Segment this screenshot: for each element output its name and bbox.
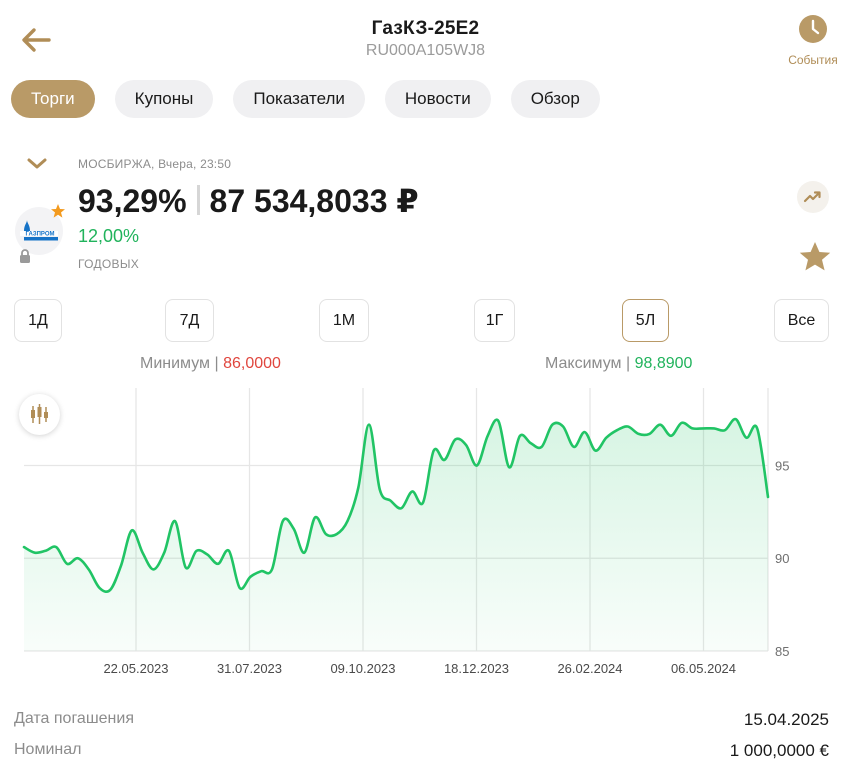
y-tick-label: 85 [775, 644, 789, 659]
y-tick-label: 90 [775, 551, 789, 566]
maximum-stat: Максимум | 98,8900 [545, 355, 693, 372]
maturity-row: Дата погашения 15.04.2025 [0, 710, 851, 740]
maturity-value: 15.04.2025 [743, 710, 829, 729]
arrow-left-icon [22, 28, 51, 52]
gazprom-logo-icon: ГАЗПРОМ [20, 220, 58, 241]
chart-type-button[interactable] [19, 394, 60, 435]
analytics-button[interactable] [797, 181, 829, 213]
x-tick-label: 09.10.2023 [330, 661, 395, 676]
nominal-row: Номинал 1 000,0000 € [0, 741, 851, 771]
svg-text:ГАЗПРОМ: ГАЗПРОМ [25, 231, 54, 237]
range-selector: 1Д 7Д 1М 1Г 5Л Все [0, 299, 851, 343]
events-button[interactable]: События [783, 14, 843, 67]
tab-trades[interactable]: Торги [11, 80, 95, 118]
range-all[interactable]: Все [774, 299, 829, 342]
yield-label: ГОДОВЫХ [78, 257, 140, 271]
title-block: ГазКЗ-25Е2 RU000A105WJ8 [0, 18, 851, 60]
collapse-button[interactable] [24, 156, 50, 172]
tab-overview[interactable]: Обзор [510, 80, 600, 118]
page-title: ГазКЗ-25Е2 [371, 18, 480, 39]
range-7d[interactable]: 7Д [165, 299, 214, 342]
nominal-label: Номинал [14, 741, 82, 758]
range-1m[interactable]: 1М [319, 299, 369, 342]
y-tick-label: 95 [775, 458, 789, 473]
x-tick-label: 31.07.2023 [217, 661, 282, 676]
x-tick-label: 06.05.2024 [671, 661, 736, 676]
isin-code: RU000A105WJ8 [365, 42, 486, 59]
chevron-down-icon [27, 158, 47, 169]
x-tick-label: 22.05.2023 [103, 661, 168, 676]
price-divider [196, 185, 200, 215]
x-tick-label: 26.02.2024 [557, 661, 622, 676]
nominal-value: 1 000,0000 € [729, 741, 829, 760]
events-label: События [788, 53, 838, 67]
x-tick-label: 18.12.2023 [444, 661, 509, 676]
minimum-value: 86,0000 [223, 355, 281, 372]
clock-icon [799, 15, 827, 43]
tab-news[interactable]: Новости [384, 80, 491, 118]
maturity-label: Дата погашения [14, 710, 134, 727]
price-rub: 87 534,8033 ₽ [209, 183, 419, 219]
header: ГазКЗ-25Е2 RU000A105WJ8 События [0, 0, 851, 78]
tab-coupons[interactable]: Купоны [114, 80, 214, 118]
range-5y[interactable]: 5Л [622, 299, 669, 342]
range-1d[interactable]: 1Д [14, 299, 62, 342]
range-1y[interactable]: 1Г [474, 299, 515, 342]
quote-block: МОСБИРЖА, Вчера, 23:50 ГАЗПРОМ 93,29% 87 … [0, 150, 851, 280]
maximum-value: 98,8900 [634, 355, 693, 372]
back-button[interactable] [18, 22, 54, 58]
price-chart[interactable]: 22.05.2023 31.07.2023 09.10.2023 18.12.2023… [0, 382, 851, 682]
candlestick-icon [31, 404, 48, 424]
favorite-button[interactable] [798, 240, 832, 274]
minimum-label: Минимум [140, 355, 211, 372]
tab-indicators[interactable]: Показатели [233, 80, 365, 118]
price-line: 93,29% 87 534,8033 ₽ [78, 182, 419, 220]
lock-icon [18, 248, 32, 269]
favorite-badge-icon [50, 203, 66, 224]
tab-bar: Торги Купоны Показатели Новости Обзор [11, 80, 600, 118]
exchange-timestamp: МОСБИРЖА, Вчера, 23:50 [78, 157, 232, 171]
maximum-label: Максимум [545, 355, 622, 372]
trend-up-icon [803, 191, 821, 203]
star-icon [799, 242, 831, 271]
price-line [22, 417, 770, 594]
price-percent: 93,29% [78, 183, 187, 219]
minimum-stat: Минимум | 86,0000 [140, 355, 281, 372]
price-area [24, 419, 768, 651]
yield-value: 12,00% [78, 226, 140, 246]
min-max-row: Минимум | 86,0000 Максимум | 98,8900 [0, 355, 851, 377]
